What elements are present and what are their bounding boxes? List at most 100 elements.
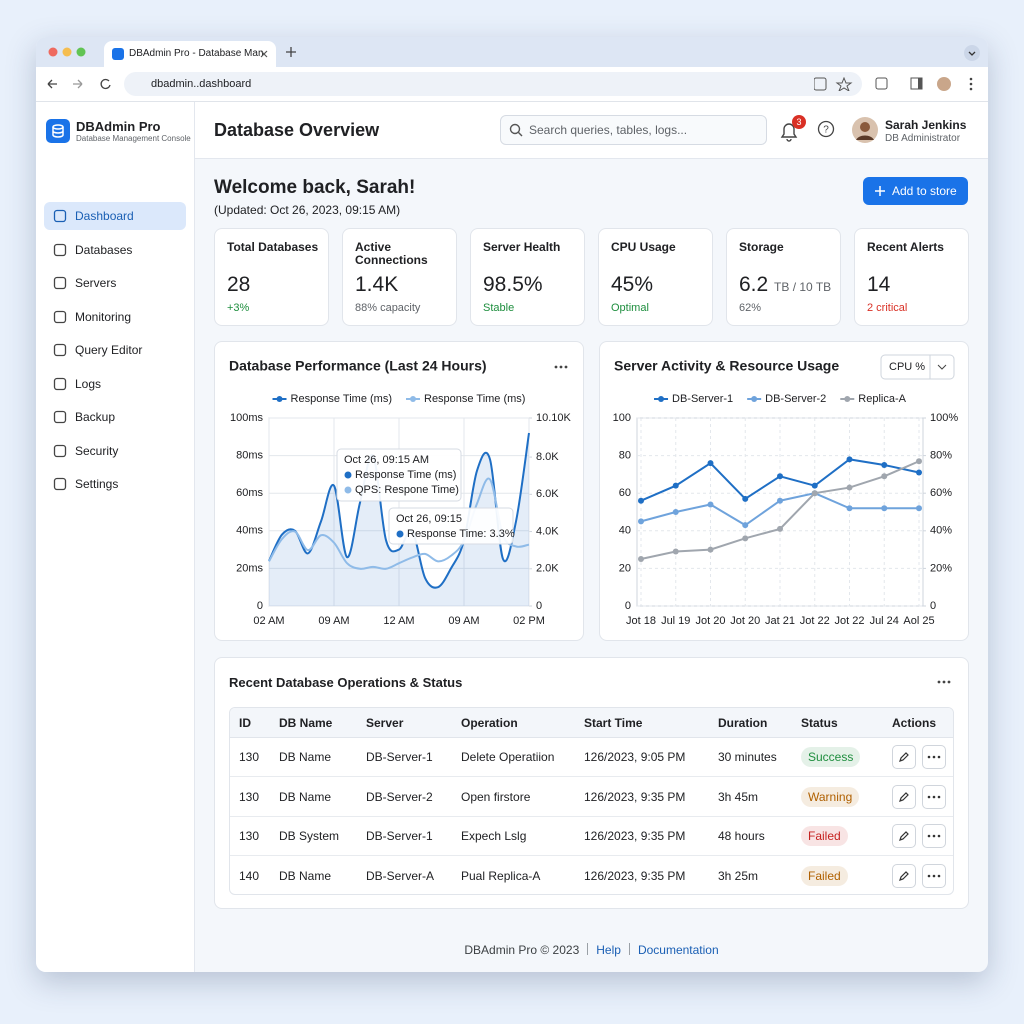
- tab-close[interactable]: [260, 50, 268, 58]
- nav-item[interactable]: Monitoring: [44, 303, 186, 331]
- stat-unit: TB / 10 TB: [774, 280, 832, 294]
- add-button-label: Add to store: [892, 184, 957, 198]
- user-role: DB Administrator: [885, 133, 961, 144]
- data-point: [811, 482, 818, 489]
- nav-icon: [53, 477, 67, 491]
- tab-bar: DBAdmin Pro - Database Man: [36, 37, 988, 67]
- edit-icon: [899, 752, 909, 762]
- tooltip-dot: [344, 486, 352, 494]
- footer-link[interactable]: Help: [596, 943, 621, 957]
- table-cell: Pual Replica-A: [461, 868, 541, 883]
- column-header: Status: [801, 716, 838, 730]
- tooltip-dot: [344, 471, 352, 479]
- data-point: [672, 482, 679, 489]
- more-button[interactable]: [554, 365, 568, 369]
- table-cell: DB-Server-1: [366, 829, 433, 843]
- add-button[interactable]: Add to store: [863, 177, 968, 205]
- edit-button[interactable]: [892, 824, 916, 848]
- more-dot: [554, 365, 558, 369]
- nav-item[interactable]: Settings: [44, 470, 186, 498]
- table-cell: 126/2023, 9:35 PM: [584, 829, 686, 843]
- tab-menu[interactable]: [964, 45, 980, 61]
- menu-dot: [927, 834, 931, 838]
- browser-toolbar[interactable]: [814, 77, 979, 91]
- nav-item[interactable]: Servers: [44, 269, 186, 297]
- table-cell: 3h 45m: [718, 789, 759, 804]
- column-header: DB Name: [279, 716, 333, 730]
- stat-number: 45%: [611, 273, 654, 296]
- url-field[interactable]: dbadmin..dashboard: [124, 72, 862, 96]
- nav-item[interactable]: Backup: [44, 403, 186, 431]
- nav-icon: [53, 343, 67, 357]
- stat-number: 6.2: [739, 273, 769, 296]
- legend-label: Replica-A: [858, 393, 906, 405]
- data-point: [707, 460, 714, 467]
- data-point: [742, 495, 749, 502]
- nav-buttons[interactable]: [46, 77, 116, 91]
- nav-item[interactable]: Databases: [44, 236, 186, 264]
- metric-dropdown[interactable]: CPU %: [880, 354, 955, 380]
- browser-tab[interactable]: DBAdmin Pro - Database Man: [104, 41, 276, 67]
- tooltip: Oct 26, 09:15 Response Time: 3.3%: [388, 507, 515, 545]
- legend-item: DB-Server-1: [654, 393, 733, 405]
- x-tick-label: Jul 24: [870, 615, 899, 627]
- tooltip-line: Response Time (ms): [355, 469, 456, 481]
- row-menu-button[interactable]: [922, 745, 946, 769]
- browser-window: DBAdmin Pro - Database Man dbadmin..dash…: [36, 37, 988, 972]
- nav-item[interactable]: Dashboard: [44, 202, 186, 230]
- footer-link[interactable]: Documentation: [637, 943, 719, 957]
- tooltip-line: Response Time: 3.3%: [407, 528, 515, 540]
- footer-separator: [587, 943, 589, 955]
- edit-button[interactable]: [892, 745, 916, 769]
- nav-item[interactable]: Query Editor: [44, 336, 186, 364]
- table-cell: 130: [239, 750, 260, 764]
- menu-dot: [937, 795, 941, 798]
- notification-badge: 3: [792, 115, 806, 129]
- menu-dot: [932, 755, 936, 759]
- search-box[interactable]: Search queries, tables, logs...: [500, 115, 767, 145]
- status-pill: Warning: [801, 786, 860, 807]
- legend-dot: [410, 396, 416, 402]
- user-avatar[interactable]: [851, 116, 879, 144]
- help-button[interactable]: ?: [817, 120, 835, 138]
- table-row: 130 DB System DB-Server-1 Expech Lslg 126/20…: [230, 816, 953, 856]
- table-cell: DB-Server-A: [366, 868, 435, 883]
- more-dot: [559, 365, 563, 369]
- table-cell: DB System: [279, 829, 340, 843]
- stat-number: 98.5%: [483, 273, 543, 296]
- nav-label: Settings: [75, 477, 119, 491]
- table-cell: DB Name: [279, 868, 332, 883]
- legend-dot: [844, 396, 851, 402]
- more-button[interactable]: [937, 680, 951, 684]
- row-menu-button[interactable]: [922, 784, 946, 809]
- nav-icon-shape: [53, 209, 67, 223]
- nav-item[interactable]: Security: [44, 437, 186, 465]
- new-tab[interactable]: [286, 47, 296, 57]
- activity-card: Server Activity & Resource Usage CPU % 0 20…: [599, 341, 969, 641]
- nav-icon-shape: [53, 410, 67, 424]
- data-point: [811, 490, 818, 497]
- stat-note: 2 critical: [867, 302, 908, 314]
- status-pill: Failed: [801, 865, 848, 886]
- stat-label: Server Health: [483, 240, 561, 254]
- legend-label: Response Time (ms): [424, 393, 525, 405]
- nav-label: Monitoring: [75, 309, 132, 324]
- edit-button[interactable]: [892, 784, 916, 809]
- legend-label: Response Time (ms): [291, 393, 392, 405]
- legend-dot: [658, 396, 665, 402]
- table: ID DB Name Server Operation Start Time Durati…: [229, 707, 954, 895]
- nav-icon-shape: [53, 377, 67, 390]
- stat-number: 28: [227, 273, 251, 296]
- stat-card: Recent Alerts 14 2 critical: [854, 228, 969, 326]
- nav-label: Query Editor: [75, 343, 143, 357]
- data-point: [638, 556, 644, 562]
- row-menu-button[interactable]: [922, 824, 946, 848]
- menu-dot: [937, 874, 941, 877]
- data-point: [707, 501, 714, 508]
- series-line: [268, 477, 530, 570]
- row-menu-button[interactable]: [922, 863, 946, 888]
- dropdown-box: [880, 354, 955, 380]
- notifications-button[interactable]: [779, 119, 805, 143]
- nav-item[interactable]: Logs: [44, 370, 186, 398]
- edit-button[interactable]: [892, 863, 916, 888]
